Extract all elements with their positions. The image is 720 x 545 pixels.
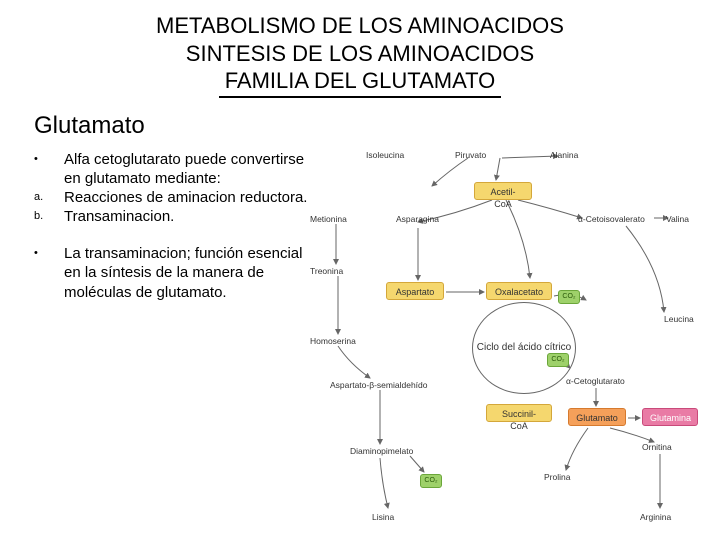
bullet-marker: • — [34, 150, 64, 188]
node-treonina: Treonina — [310, 266, 343, 276]
metabolic-diagram: Ciclo del ácido cítrico Isoleucina Piruvat… — [310, 150, 710, 545]
content-row: •Alfa cetoglutarato puede convertirse en… — [0, 150, 720, 545]
bullet-text: Transaminacion. — [64, 207, 310, 226]
box-acetilcoa: Acetil-CoA — [474, 182, 532, 200]
subtitle: Glutamato — [34, 112, 720, 140]
node-prolina: Prolina — [544, 472, 570, 482]
co2-badge-0: CO₂ — [558, 290, 580, 304]
node-diaminop: Diaminopimelato — [350, 446, 413, 456]
bullet-item: b.Transaminacion. — [34, 207, 310, 226]
node-piruvato: Piruvato — [455, 150, 486, 160]
bullet-item: a.Reacciones de aminacion reductora. — [34, 188, 310, 207]
node-asp6semi: Aspartato-β-semialdehído — [330, 380, 428, 390]
node-alanina: Alanina — [550, 150, 578, 160]
co2-badge-1: CO₂ — [547, 353, 569, 367]
krebs-cycle-oval: Ciclo del ácido cítrico — [472, 302, 576, 394]
node-leucina: Leucina — [664, 314, 694, 324]
node-acetogl: α-Cetoglutarato — [566, 376, 625, 386]
bullet-list: •Alfa cetoglutarato puede convertirse en… — [0, 150, 310, 545]
bullet-text: Alfa cetoglutarato puede convertirse en … — [64, 150, 310, 188]
bullet-marker: a. — [34, 188, 64, 207]
node-arginina: Arginina — [640, 512, 671, 522]
node-asparagina: Asparagina — [396, 214, 439, 224]
title-line-2: SINTESIS DE LOS AMINOACIDOS — [0, 40, 720, 68]
title-line-1: METABOLISMO DE LOS AMINOACIDOS — [0, 12, 720, 40]
co2-badge-2: CO₂ — [420, 474, 442, 488]
box-succinilcoa: Succinil-CoA — [486, 404, 552, 422]
bullet-item: •Alfa cetoglutarato puede convertirse en… — [34, 150, 310, 188]
node-acetokv: α-Cetoisovalerato — [578, 214, 645, 224]
box-oxalacetato: Oxalacetato — [486, 282, 552, 300]
bullet-text: La transaminacion; función esencial en l… — [64, 244, 310, 302]
box-glutamato: Glutamato — [568, 408, 626, 426]
bullet-text: Reacciones de aminacion reductora. — [64, 188, 310, 207]
bullet-marker: b. — [34, 207, 64, 226]
bullet-marker: • — [34, 244, 64, 302]
box-glutamina: Glutamina — [642, 408, 698, 426]
title-line-3: FAMILIA DEL GLUTAMATO — [219, 67, 502, 98]
node-homoserina: Homoserina — [310, 336, 356, 346]
box-aspartato: Aspartato — [386, 282, 444, 300]
bullet-item: •La transaminacion; función esencial en … — [34, 244, 310, 302]
node-lisina: Lisina — [372, 512, 394, 522]
node-isoleucina: Isoleucina — [366, 150, 404, 160]
node-metionina: Metionina — [310, 214, 347, 224]
node-ornitina: Ornitina — [642, 442, 672, 452]
node-valina: Valina — [666, 214, 689, 224]
title-block: METABOLISMO DE LOS AMINOACIDOS SINTESIS … — [0, 0, 720, 98]
